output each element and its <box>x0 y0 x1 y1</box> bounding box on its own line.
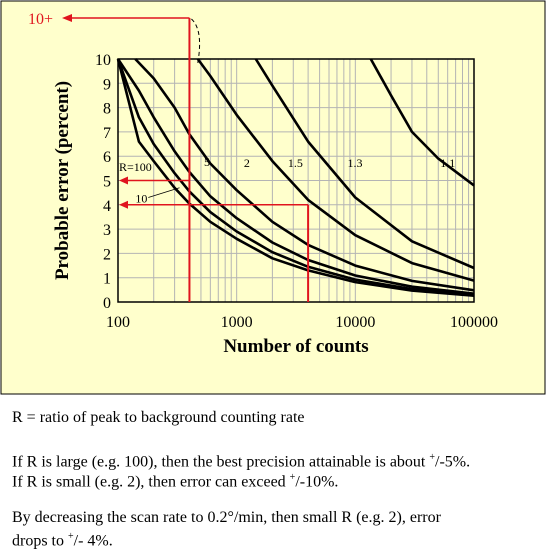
y-tick-label: 6 <box>103 149 111 166</box>
plot-border <box>117 58 475 303</box>
x-tick-label: 10000 <box>335 314 375 331</box>
curve-r-1-5 <box>196 58 475 282</box>
marker-arrowhead <box>119 200 128 209</box>
y-tick-label: 10 <box>95 52 111 69</box>
plus-sign: + <box>289 472 296 483</box>
y-tick-label: 0 <box>103 295 111 312</box>
y-tick-label: 3 <box>103 222 111 239</box>
curve-r-1-1 <box>369 58 475 187</box>
caption-text: If R is small (e.g. 2), then error can e… <box>12 473 290 491</box>
caption-text: By decreasing the scan rate to 0.2°/min,… <box>12 509 441 526</box>
curve-label-r2: 2 <box>244 156 250 170</box>
y-tick-label: 7 <box>103 125 111 142</box>
caption-scan-rate: By decreasing the scan rate to 0.2°/min,… <box>12 508 441 528</box>
caption-ratio-definition: R = ratio of peak to background counting… <box>12 408 305 428</box>
caption-large-r: If R is large (e.g. 100), then the best … <box>12 448 470 472</box>
caption-text: If R is large (e.g. 100), then the best … <box>12 453 430 471</box>
y-axis-title: Probable error (percent) <box>52 81 73 280</box>
chart-figure: R=100 10 5 2 1.5 1.3 1.1 10+ 0 1 2 3 4 5 6 7 8 9 10 100 1000… <box>0 0 546 395</box>
caption-text: /- 4%. <box>73 532 113 550</box>
caption-text: drops to <box>12 532 68 550</box>
plus-sign: + <box>429 452 436 463</box>
caption-small-r: If R is small (e.g. 2), then error can e… <box>12 468 338 492</box>
curve-label-r1-3: 1.3 <box>348 156 363 170</box>
overflow-label: 10+ <box>28 11 53 28</box>
x-tick-label: 1000 <box>221 314 253 331</box>
y-tick-label: 9 <box>103 76 111 93</box>
y-tick-label: 1 <box>103 271 111 288</box>
curve-label-r10: 10 <box>135 191 147 205</box>
curve-label-r100: R=100 <box>119 160 152 174</box>
y-tick-label: 4 <box>103 198 111 215</box>
caption-text: /-10%. <box>295 473 339 491</box>
curve-label-leader <box>148 187 180 198</box>
caption-error-drop: drops to +/- 4%. <box>12 527 113 551</box>
marker-arrowhead <box>119 176 128 185</box>
curve-r-1-3 <box>254 58 475 270</box>
chart-canvas: R=100 10 5 2 1.5 1.3 1.1 10+ 0 1 2 3 4 5 6 7 8 9 10 100 1000… <box>0 0 546 395</box>
caption-text: /-5%. <box>435 453 471 471</box>
x-tick-label: 100000 <box>450 314 498 331</box>
curve-r-5 <box>116 58 475 295</box>
caption-text: R = ratio of peak to background counting… <box>12 409 305 426</box>
y-tick-label: 8 <box>103 101 111 118</box>
curve-label-r5: 5 <box>204 155 210 169</box>
y-tick-label: 5 <box>103 174 111 191</box>
curve-label-r1-1: 1.1 <box>440 156 455 170</box>
y-tick-label: 2 <box>103 246 111 263</box>
curve-extension-dashed <box>191 18 201 64</box>
x-tick-label: 100 <box>106 314 130 331</box>
x-axis-title: Number of counts <box>223 336 368 357</box>
curve-r-R100 <box>116 58 475 297</box>
curve-r-10 <box>116 58 475 297</box>
marker-arrowhead <box>62 14 72 22</box>
curve-r-2 <box>134 58 475 292</box>
plus-sign: + <box>68 531 74 542</box>
curve-label-r1-5: 1.5 <box>288 156 303 170</box>
